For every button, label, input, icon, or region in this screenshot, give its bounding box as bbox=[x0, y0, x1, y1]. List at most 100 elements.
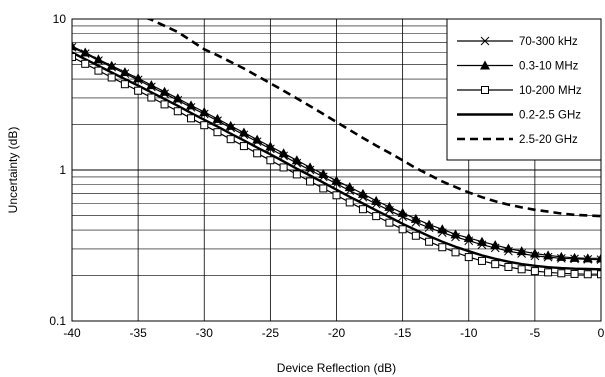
data-point bbox=[504, 262, 513, 271]
legend-marker bbox=[481, 86, 489, 94]
data-point bbox=[345, 198, 354, 207]
data-point bbox=[133, 73, 144, 83]
legend-label: 2.5-20 GHz bbox=[519, 134, 578, 146]
data-point bbox=[266, 156, 275, 165]
data-point bbox=[173, 107, 182, 116]
data-point bbox=[331, 175, 342, 185]
data-point bbox=[319, 184, 328, 193]
x-tick-label: -15 bbox=[394, 326, 412, 340]
data-point bbox=[279, 163, 288, 172]
data-point bbox=[398, 225, 407, 234]
data-point bbox=[491, 260, 500, 269]
x-tick-label: -5 bbox=[530, 326, 541, 340]
data-point bbox=[529, 248, 540, 258]
data-point bbox=[516, 246, 527, 256]
legend-label: 0.3-10 MHz bbox=[519, 61, 579, 73]
legend-item: 2.5-20 GHz bbox=[457, 134, 578, 146]
data-point bbox=[213, 128, 222, 137]
data-point bbox=[385, 218, 394, 227]
data-point bbox=[160, 100, 169, 109]
data-point bbox=[159, 86, 170, 96]
legend-item: 10-200 MHz bbox=[457, 85, 582, 97]
data-point bbox=[530, 267, 539, 276]
x-axis-label: Device Reflection (dB) bbox=[277, 361, 396, 375]
y-axis-label: Uncertainty (dB) bbox=[6, 127, 20, 214]
data-point bbox=[372, 212, 381, 221]
data-point bbox=[278, 148, 289, 158]
data-point bbox=[397, 207, 408, 217]
data-point bbox=[239, 142, 248, 151]
data-point bbox=[199, 107, 210, 117]
data-point bbox=[437, 224, 448, 234]
legend-item: 70-300 kHz bbox=[457, 36, 578, 48]
series-layer bbox=[72, 19, 601, 279]
data-point bbox=[344, 182, 355, 192]
data-point bbox=[357, 188, 368, 198]
data-point bbox=[438, 243, 447, 252]
data-point bbox=[371, 195, 382, 205]
data-point bbox=[80, 47, 91, 57]
legend-label: 0.2-2.5 GHz bbox=[519, 110, 581, 122]
data-point bbox=[463, 232, 474, 242]
data-point bbox=[147, 93, 156, 102]
data-point bbox=[411, 231, 420, 240]
data-point bbox=[292, 170, 301, 179]
data-point bbox=[306, 177, 315, 186]
data-point bbox=[583, 270, 592, 279]
data-point bbox=[332, 191, 341, 200]
data-point bbox=[305, 162, 316, 172]
data-point bbox=[597, 270, 601, 279]
y-tick-label: 0.1 bbox=[49, 314, 66, 328]
data-point bbox=[318, 169, 329, 179]
legend-label: 70-300 kHz bbox=[519, 36, 578, 48]
legend: 70-300 kHz 0.3-10 MHz 10-200 MHz 0.2-2.5 GH… bbox=[446, 18, 602, 161]
data-point bbox=[410, 213, 421, 223]
y-tick-label: 1 bbox=[59, 163, 66, 177]
data-point bbox=[212, 113, 223, 123]
data-point bbox=[72, 53, 76, 62]
series-line-3 bbox=[72, 51, 601, 271]
data-point bbox=[476, 236, 487, 246]
data-point bbox=[186, 100, 197, 110]
data-point bbox=[556, 251, 567, 261]
data-point bbox=[358, 205, 367, 214]
data-point bbox=[424, 219, 435, 229]
data-point bbox=[557, 269, 566, 278]
data-point bbox=[81, 59, 90, 68]
data-point bbox=[225, 120, 236, 130]
data-point bbox=[517, 265, 526, 274]
legend-item: 0.2-2.5 GHz bbox=[457, 110, 581, 122]
x-tick-label: -30 bbox=[196, 326, 214, 340]
data-point bbox=[200, 121, 209, 130]
x-tick-label: -40 bbox=[63, 326, 81, 340]
data-point bbox=[425, 237, 434, 246]
data-point bbox=[569, 252, 580, 262]
legend-marker bbox=[480, 36, 490, 46]
data-point bbox=[106, 60, 117, 70]
data-point bbox=[490, 240, 501, 250]
data-point bbox=[226, 135, 235, 144]
x-tick-label: -25 bbox=[262, 326, 280, 340]
data-point bbox=[238, 127, 249, 137]
data-point bbox=[291, 155, 302, 165]
data-point bbox=[582, 253, 593, 263]
data-point bbox=[107, 73, 116, 82]
plot-frame bbox=[71, 18, 602, 322]
series-line-4 bbox=[145, 19, 601, 218]
data-point bbox=[503, 243, 514, 253]
x-tick-label: 0 bbox=[598, 326, 605, 340]
data-point bbox=[119, 67, 130, 77]
x-tick-label: -20 bbox=[328, 326, 346, 340]
data-point bbox=[172, 93, 183, 103]
data-point bbox=[570, 269, 579, 278]
data-point bbox=[253, 149, 262, 158]
data-point bbox=[477, 256, 486, 265]
legend-marker bbox=[480, 60, 490, 70]
data-point bbox=[265, 141, 276, 151]
data-point bbox=[543, 250, 554, 260]
data-point bbox=[93, 54, 104, 64]
data-point bbox=[252, 134, 263, 144]
data-point bbox=[596, 253, 601, 263]
data-point bbox=[464, 253, 473, 262]
